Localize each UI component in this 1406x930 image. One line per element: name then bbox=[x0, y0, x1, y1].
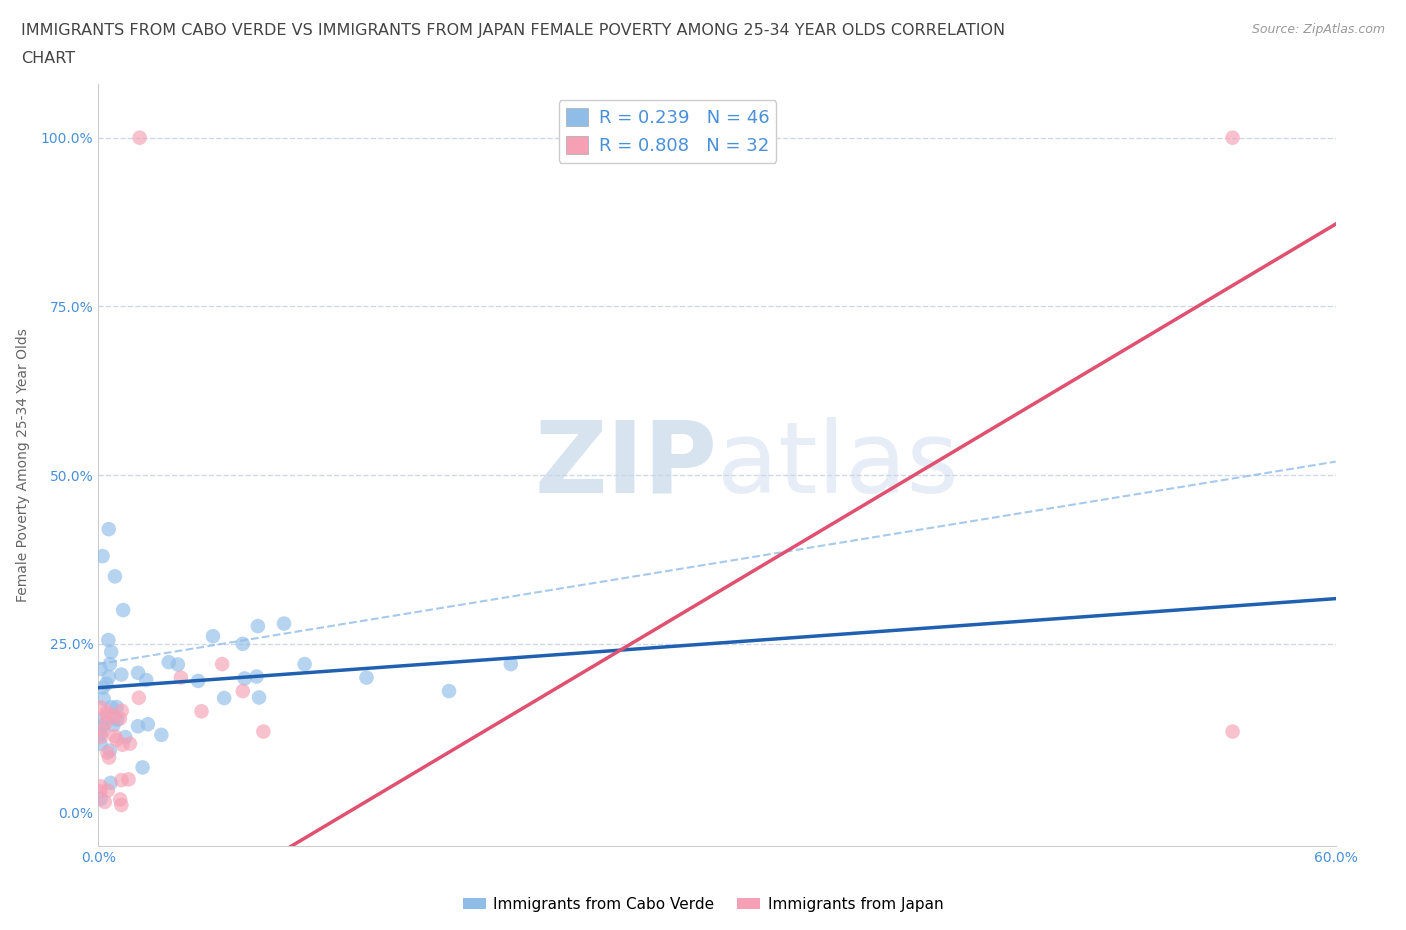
Point bbox=[128, 690, 150, 705]
Point bbox=[105, 733, 128, 748]
Point bbox=[97, 632, 120, 647]
Point bbox=[499, 657, 522, 671]
Point bbox=[103, 709, 125, 724]
Point bbox=[96, 704, 118, 719]
Point bbox=[104, 728, 127, 743]
Text: atlas: atlas bbox=[717, 417, 959, 513]
Point bbox=[187, 673, 209, 688]
Point bbox=[127, 719, 149, 734]
Point bbox=[98, 743, 121, 758]
Point bbox=[252, 724, 274, 739]
Point bbox=[157, 655, 180, 670]
Point bbox=[110, 667, 132, 682]
Point bbox=[232, 684, 254, 698]
Point bbox=[1222, 724, 1244, 739]
Point bbox=[127, 665, 149, 680]
Point bbox=[108, 792, 131, 807]
Point bbox=[97, 670, 120, 684]
Point bbox=[98, 751, 121, 765]
Legend: R = 0.239   N = 46, R = 0.808   N = 32: R = 0.239 N = 46, R = 0.808 N = 32 bbox=[558, 100, 776, 163]
Y-axis label: Female Poverty Among 25-34 Year Olds: Female Poverty Among 25-34 Year Olds bbox=[15, 328, 30, 602]
Point bbox=[128, 130, 150, 145]
Point bbox=[118, 737, 141, 751]
Point bbox=[136, 717, 159, 732]
Point bbox=[131, 760, 153, 775]
Point bbox=[167, 657, 190, 671]
Point bbox=[212, 691, 235, 706]
Point bbox=[273, 617, 295, 631]
Text: Source: ZipAtlas.com: Source: ZipAtlas.com bbox=[1251, 23, 1385, 36]
Point bbox=[96, 715, 118, 730]
Point bbox=[89, 737, 111, 751]
Point bbox=[111, 703, 134, 718]
Point bbox=[356, 671, 378, 685]
Point bbox=[100, 776, 122, 790]
Point bbox=[135, 672, 157, 687]
Point bbox=[150, 727, 173, 742]
Point bbox=[100, 644, 122, 659]
Point bbox=[201, 629, 224, 644]
Point bbox=[110, 798, 132, 813]
Point bbox=[91, 681, 114, 696]
Point bbox=[97, 783, 120, 798]
Point bbox=[245, 669, 267, 684]
Point bbox=[89, 700, 111, 715]
Point bbox=[89, 661, 111, 676]
Text: IMMIGRANTS FROM CABO VERDE VS IMMIGRANTS FROM JAPAN FEMALE POVERTY AMONG 25-34 Y: IMMIGRANTS FROM CABO VERDE VS IMMIGRANTS… bbox=[21, 23, 1005, 38]
Point bbox=[93, 691, 115, 706]
Point bbox=[91, 723, 114, 737]
Legend: Immigrants from Cabo Verde, Immigrants from Japan: Immigrants from Cabo Verde, Immigrants f… bbox=[457, 891, 949, 918]
Point bbox=[170, 671, 193, 685]
Point bbox=[246, 618, 269, 633]
Point bbox=[103, 718, 125, 733]
Point bbox=[117, 772, 139, 787]
Point bbox=[93, 711, 115, 726]
Point bbox=[96, 707, 118, 722]
Point bbox=[114, 730, 136, 745]
Point bbox=[437, 684, 460, 698]
Point bbox=[232, 636, 254, 651]
Point bbox=[1222, 130, 1244, 145]
Point bbox=[89, 784, 111, 799]
Point bbox=[247, 690, 270, 705]
Point bbox=[90, 791, 112, 806]
Point bbox=[105, 699, 128, 714]
Point bbox=[294, 657, 316, 671]
Point bbox=[94, 794, 117, 809]
Point bbox=[111, 737, 134, 752]
Point bbox=[90, 729, 112, 744]
Point bbox=[233, 671, 256, 686]
Point bbox=[89, 726, 111, 741]
Point bbox=[110, 773, 132, 788]
Point bbox=[96, 676, 118, 691]
Point bbox=[90, 779, 112, 794]
Point bbox=[211, 657, 233, 671]
Point bbox=[91, 719, 114, 734]
Point bbox=[97, 522, 120, 537]
Point bbox=[105, 712, 128, 727]
Point bbox=[104, 569, 127, 584]
Text: ZIP: ZIP bbox=[534, 417, 717, 513]
Point bbox=[108, 711, 131, 726]
Point bbox=[96, 745, 118, 760]
Point bbox=[190, 704, 212, 719]
Text: CHART: CHART bbox=[21, 51, 75, 66]
Point bbox=[91, 549, 114, 564]
Point bbox=[98, 657, 121, 671]
Point bbox=[100, 700, 122, 715]
Point bbox=[112, 603, 135, 618]
